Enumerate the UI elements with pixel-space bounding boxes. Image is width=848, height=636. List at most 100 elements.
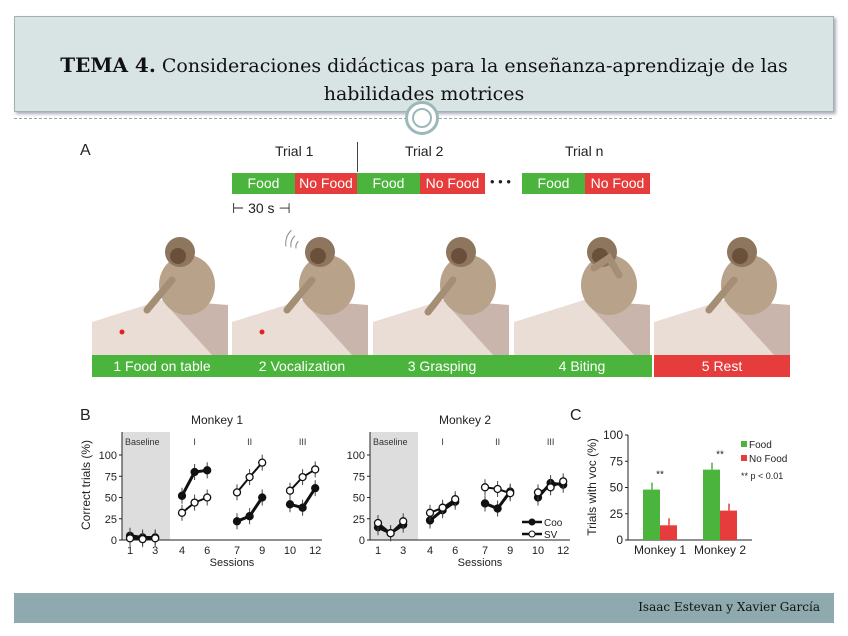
x-tick-label: 4 [427,545,433,557]
y-tick-label: 75 [353,471,365,483]
monkey-arm [705,276,738,314]
y-tick-label: 100 [603,428,623,442]
y-tick-label: 0 [111,535,117,547]
trial-label: Trial 2 [405,143,444,159]
data-point-coo [177,491,187,500]
significance-marker: ** [656,470,664,481]
bar-no-food [660,525,677,540]
x-tick-label: Monkey 2 [694,543,746,557]
data-point-sv [232,488,242,497]
x-axis-label: Sessions [458,557,503,569]
x-tick-label: 3 [400,545,406,557]
monkey-face [170,248,186,264]
legend-marker [528,530,536,538]
x-tick-label: 1 [375,545,381,557]
title-text: Consideraciones didácticas para la enseñ… [155,55,788,105]
data-point-sv [190,498,199,507]
y-tick-label: 50 [610,481,624,495]
x-tick-label: 4 [179,545,185,557]
x-tick-label: Monkey 1 [634,543,686,557]
sound-wave-icon [295,240,299,249]
footer: Isaac Estevan y Xavier García [14,593,834,623]
monkey-face [310,248,326,264]
phase-label: III [547,437,555,447]
y-tick-label: 25 [610,507,624,521]
chart-title: Monkey 2 [439,413,491,427]
legend-label: No Food [749,454,787,465]
data-point-sv [438,503,447,512]
data-point-coo [258,493,267,502]
panel-a-letter: A [80,142,91,159]
x-axis-label: Sessions [210,557,255,569]
sound-wave-icon [290,235,296,248]
timeline-food: Food [522,173,585,194]
data-point-sv [506,489,515,498]
data-point-sv [493,484,502,494]
y-tick-label: 0 [616,533,623,547]
data-point-sv [138,535,147,544]
data-point-sv [298,472,307,482]
monkey-body [159,255,215,315]
legend-label: Food [749,440,772,451]
data-point-sv [285,486,295,495]
data-point-sv [125,534,135,543]
significance-marker: ** [716,450,724,461]
data-point-sv [245,472,254,482]
trial-label: Trial n [565,143,604,159]
significance-note: ** p < 0.01 [741,471,783,481]
data-point-sv [258,458,267,467]
footer-authors: Isaac Estevan y Xavier García [638,600,820,614]
monkey-body [721,255,777,315]
bar-food [643,489,660,540]
legend-marker [528,518,536,526]
circle-ornament-inner [412,108,432,128]
timeline-ellipsis: • • • [490,174,511,189]
data-point-coo [285,500,295,509]
legend-label: Coo [544,518,563,529]
phase-label: III [299,437,307,447]
trial-label: Trial 1 [275,143,314,159]
data-point-coo [493,504,502,513]
x-tick-label: 12 [557,545,569,557]
data-point-sv [559,477,568,486]
y-tick-label: 25 [105,514,117,526]
timeline-food: Food [357,173,420,194]
phase-label: I [441,437,444,447]
baseline-region [122,432,170,540]
x-tick-label: 9 [507,545,513,557]
data-point-sv [373,518,383,528]
bar-no-food [720,510,737,540]
timeline-no-food: No Food [420,173,485,194]
y-axis-label: Correct trials (%) [79,440,93,530]
timeline-no-food: No Food [295,173,357,194]
data-point-coo [203,466,212,475]
step-vocalization: 2 Vocalization [232,355,372,377]
legend-swatch [741,441,747,447]
legend-label: SV [544,530,558,541]
step-food-on-table: 1 Food on table [92,355,232,377]
monkey-face [732,248,748,264]
title-bold: TEMA 4. [60,53,156,77]
data-point-coo [311,483,320,493]
monkey-arm [283,276,316,314]
data-point-coo [245,512,254,521]
data-point-sv [399,517,408,526]
y-tick-label: 50 [105,493,117,505]
monkey-scene [373,228,511,355]
data-point-sv [203,493,212,502]
table-side [584,300,650,355]
food-pellet [119,329,125,335]
data-point-coo [298,503,307,512]
data-point-sv [451,495,460,504]
x-tick-label: 6 [452,545,458,557]
y-tick-label: 75 [105,471,117,483]
x-tick-label: 12 [309,545,321,557]
phase-label: II [247,437,252,447]
data-point-sv [480,483,490,492]
data-point-coo [480,499,490,508]
step-rest: 5 Rest [654,355,790,377]
phase-label: Baseline [125,437,160,447]
